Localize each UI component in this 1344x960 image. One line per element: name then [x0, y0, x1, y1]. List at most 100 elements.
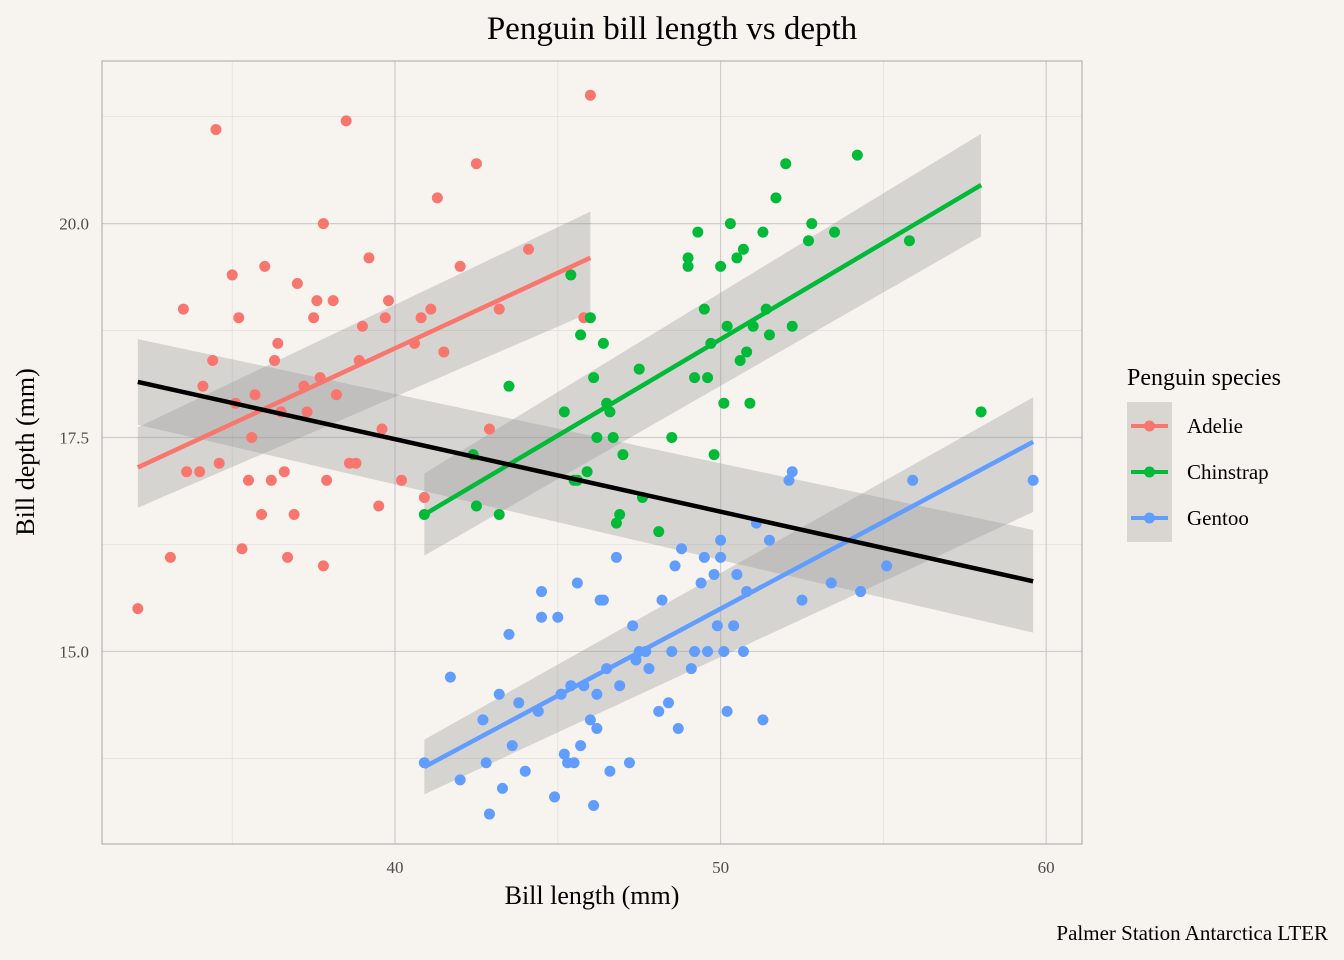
data-point-gentoo — [676, 543, 688, 555]
data-point-adelie — [226, 269, 238, 281]
data-point-chinstrap — [718, 397, 730, 409]
data-point-gentoo — [855, 586, 867, 598]
data-point-chinstrap — [633, 363, 645, 375]
data-point-gentoo — [718, 645, 730, 657]
data-point-adelie — [415, 312, 427, 324]
x-tick-label: 60 — [1038, 858, 1055, 877]
data-point-chinstrap — [715, 260, 727, 272]
data-point-adelie — [376, 423, 388, 435]
data-point-adelie — [256, 509, 268, 521]
data-point-chinstrap — [591, 432, 603, 444]
trend-line-gentoo — [423, 439, 1035, 769]
data-point-chinstrap — [584, 312, 596, 324]
data-point-adelie — [311, 295, 323, 307]
data-point-chinstrap — [617, 449, 629, 461]
data-point-chinstrap — [851, 149, 863, 161]
data-point-gentoo — [825, 577, 837, 589]
data-point-adelie — [523, 243, 535, 255]
data-point-adelie — [308, 312, 320, 324]
data-point-gentoo — [496, 782, 508, 794]
data-point-chinstrap — [493, 509, 505, 521]
data-point-gentoo — [653, 705, 665, 717]
data-point-gentoo — [728, 620, 740, 632]
data-point-chinstrap — [575, 329, 587, 341]
data-point-gentoo — [454, 774, 466, 786]
data-point-adelie — [483, 423, 495, 435]
data-point-adelie — [356, 320, 368, 332]
data-point-adelie — [177, 303, 189, 315]
data-point-adelie — [379, 312, 391, 324]
data-point-gentoo — [568, 757, 580, 769]
data-point-chinstrap — [770, 192, 782, 204]
data-point-chinstrap — [597, 337, 609, 349]
data-point-chinstrap — [588, 372, 600, 384]
data-point-adelie — [243, 474, 255, 486]
y-axis-label: Bill depth (mm) — [11, 368, 40, 536]
data-point-gentoo — [783, 474, 795, 486]
data-point-gentoo — [623, 757, 635, 769]
legend-marker-gentoo — [1144, 512, 1155, 524]
data-point-gentoo — [513, 697, 525, 709]
data-point-adelie — [383, 295, 395, 307]
data-point-adelie — [321, 474, 333, 486]
data-point-adelie — [265, 474, 277, 486]
x-axis-ticks: 40 50 60 — [387, 858, 1055, 877]
data-point-gentoo — [571, 577, 583, 589]
data-point-gentoo — [715, 551, 727, 563]
data-point-adelie — [431, 192, 443, 204]
data-point-adelie — [207, 355, 219, 367]
data-point-adelie — [350, 457, 362, 469]
data-point-chinstrap — [470, 500, 482, 512]
data-point-adelie — [278, 466, 290, 478]
y-tick-label: 15.0 — [59, 642, 89, 661]
data-point-adelie — [259, 260, 271, 272]
plot-panel — [101, 60, 1083, 845]
data-point-adelie — [269, 355, 281, 367]
caption: Palmer Station Antarctica LTER — [1056, 921, 1328, 945]
data-point-gentoo — [627, 620, 639, 632]
legend-marker-chinstrap — [1144, 466, 1155, 478]
data-point-gentoo — [558, 748, 570, 760]
chart-title: Penguin bill length vs depth — [487, 11, 858, 47]
data-point-gentoo — [731, 568, 743, 580]
data-point-chinstrap — [565, 269, 577, 281]
data-point-adelie — [197, 380, 209, 392]
data-point-adelie — [233, 312, 245, 324]
data-point-gentoo — [711, 620, 723, 632]
data-point-chinstrap — [744, 397, 756, 409]
grid-major — [102, 61, 1082, 844]
data-point-gentoo — [757, 714, 769, 726]
data-point-adelie — [291, 277, 303, 289]
trend-line-chinstrap — [423, 183, 983, 517]
data-point-chinstrap — [757, 226, 769, 238]
data-point-gentoo — [503, 628, 515, 640]
data-point-chinstrap — [721, 320, 733, 332]
data-point-chinstrap — [682, 252, 694, 264]
data-point-chinstrap — [731, 252, 743, 264]
data-point-gentoo — [584, 714, 596, 726]
grid-minor — [102, 61, 1082, 844]
data-point-chinstrap — [708, 449, 720, 461]
legend-label-chinstrap: Chinstrap — [1187, 460, 1269, 484]
y-tick-label: 20.0 — [59, 215, 89, 234]
data-point-adelie — [181, 466, 193, 478]
data-point-gentoo — [715, 534, 727, 546]
data-point-chinstrap — [604, 406, 616, 418]
data-point-adelie — [194, 466, 206, 478]
data-point-chinstrap — [734, 355, 746, 367]
data-point-gentoo — [614, 680, 626, 692]
data-point-gentoo — [519, 765, 531, 777]
data-point-chinstrap — [724, 218, 736, 230]
data-point-gentoo — [493, 688, 505, 700]
data-point-gentoo — [477, 714, 489, 726]
data-point-gentoo — [721, 705, 733, 717]
confidence-ribbon-gentoo — [424, 397, 1034, 795]
data-point-gentoo — [737, 645, 749, 657]
data-point-gentoo — [552, 611, 564, 623]
legend-label-gentoo: Gentoo — [1187, 506, 1249, 530]
data-point-chinstrap — [741, 346, 753, 358]
legend: Penguin species Adelie Chinstrap Gentoo — [1127, 365, 1281, 542]
data-point-adelie — [164, 551, 176, 563]
data-point-adelie — [330, 389, 342, 401]
